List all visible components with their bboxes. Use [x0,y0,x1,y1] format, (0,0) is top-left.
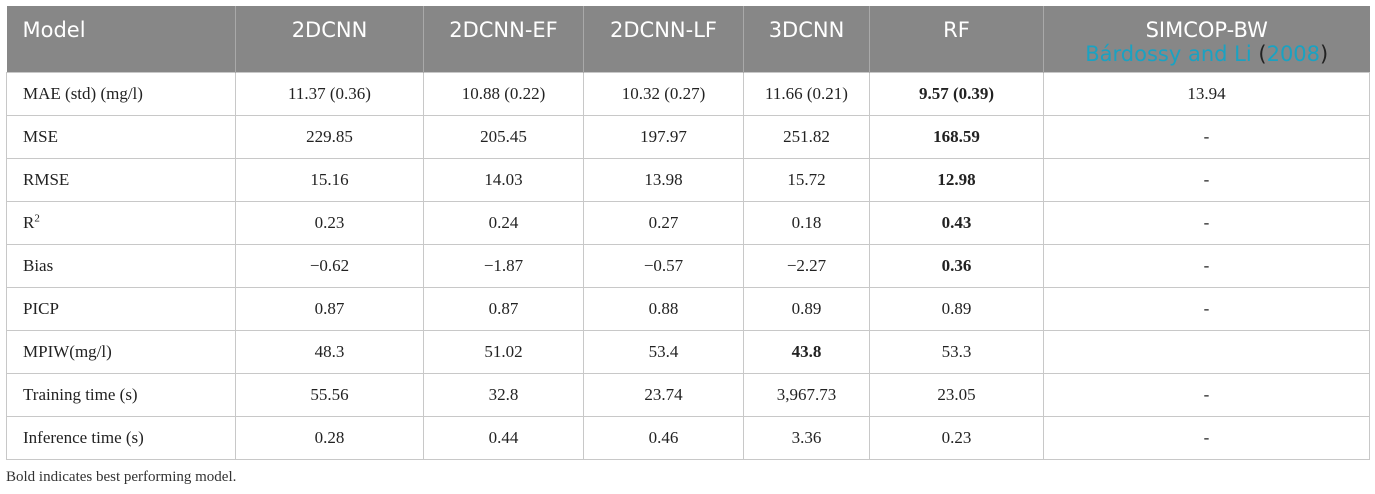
table-cell [1043,330,1370,374]
row-label-text: R [23,213,35,232]
table-cell: 53.4 [583,330,744,374]
table-row: MPIW(mg/l) 48.3 51.02 53.4 43.8 53.3 [6,330,1370,374]
table-cell: 10.88 (0.22) [423,72,584,116]
table-cell: 197.97 [583,115,744,159]
table-cell-best: 168.59 [869,115,1044,159]
table-cell: 0.44 [423,416,584,460]
header-simcop-bw: SIMCOP-BW Bárdossy and Li (2008) [1043,6,1370,73]
row-label: RMSE [6,158,236,202]
table-row: RMSE 15.16 14.03 13.98 15.72 12.98 - [6,158,1370,202]
table-cell: 23.05 [869,373,1044,417]
table-cell: 3,967.73 [743,373,870,417]
table-cell: 3.36 [743,416,870,460]
table-cell: - [1043,115,1370,159]
table-cell: 15.72 [743,158,870,202]
header-2dcnn-ef-label: 2DCNN-EF [449,18,558,42]
table-cell: 53.3 [869,330,1044,374]
table-cell: 11.66 (0.21) [743,72,870,116]
table-row: MAE (std) (mg/l) 11.37 (0.36) 10.88 (0.2… [6,72,1370,116]
header-model-label: Model [22,18,86,42]
table-cell: 0.89 [869,287,1044,331]
table-row: Inference time (s) 0.28 0.44 0.46 3.36 0… [6,416,1370,460]
citation-close-paren: ) [1320,42,1329,66]
row-label: MPIW(mg/l) [6,330,236,374]
table-cell: 0.88 [583,287,744,331]
table-cell: 0.23 [235,201,424,245]
table-cell: 0.28 [235,416,424,460]
table-cell-best: 43.8 [743,330,870,374]
table-cell-best: 9.57 (0.39) [869,72,1044,116]
table-cell: 14.03 [423,158,584,202]
table-cell: 13.94 [1043,72,1370,116]
header-simcop-bw-label: SIMCOP-BW [1145,18,1268,42]
table-cell: 0.87 [235,287,424,331]
table-cell: 0.46 [583,416,744,460]
table-cell: 0.89 [743,287,870,331]
table-cell: - [1043,201,1370,245]
header-simcop-citation: Bárdossy and Li (2008) [1044,42,1370,66]
table-cell: - [1043,373,1370,417]
table-cell: −0.57 [583,244,744,288]
table-cell: - [1043,416,1370,460]
table-cell: 32.8 [423,373,584,417]
table-cell-best: 0.36 [869,244,1044,288]
citation-authors-link[interactable]: Bárdossy and Li [1085,42,1252,66]
row-label: MSE [6,115,236,159]
citation-open-paren: ( [1258,42,1267,66]
table-cell: - [1043,158,1370,202]
table-cell: 0.23 [869,416,1044,460]
table-row: Bias −0.62 −1.87 −0.57 −2.27 0.36 - [6,244,1370,288]
table-cell: 0.24 [423,201,584,245]
table-cell-best: 12.98 [869,158,1044,202]
table-cell: 51.02 [423,330,584,374]
table-cell: 10.32 (0.27) [583,72,744,116]
table-cell: 11.37 (0.36) [235,72,424,116]
row-label-superscript: 2 [34,212,40,225]
table-cell: 15.16 [235,158,424,202]
row-label: R2 [6,201,236,245]
results-table-container: Model 2DCNN 2DCNN-EF 2DCNN-LF 3DCNN RF S… [6,6,1370,460]
table-cell: 229.85 [235,115,424,159]
citation-year-link[interactable]: 2008 [1266,42,1321,66]
header-2dcnn-lf: 2DCNN-LF [583,6,744,73]
table-header: Model 2DCNN 2DCNN-EF 2DCNN-LF 3DCNN RF S… [6,6,1370,73]
table-cell: −0.62 [235,244,424,288]
header-2dcnn-lf-label: 2DCNN-LF [610,18,717,42]
table-row: PICP 0.87 0.87 0.88 0.89 0.89 - [6,287,1370,331]
table-cell: 0.18 [743,201,870,245]
table-cell: 23.74 [583,373,744,417]
table-footnote: Bold indicates best performing model. [6,469,237,485]
row-label: Bias [6,244,236,288]
table-cell-best: 0.43 [869,201,1044,245]
table-row: R2 0.23 0.24 0.27 0.18 0.43 - [6,201,1370,245]
header-3dcnn: 3DCNN [743,6,870,73]
header-rf: RF [869,6,1044,73]
table-cell: 0.27 [583,201,744,245]
row-label: Training time (s) [6,373,236,417]
row-label: MAE (std) (mg/l) [6,72,236,116]
table-cell: 48.3 [235,330,424,374]
header-2dcnn-ef: 2DCNN-EF [423,6,584,73]
table-cell: −1.87 [423,244,584,288]
table-cell: −2.27 [743,244,870,288]
table-cell: 0.87 [423,287,584,331]
table-cell: 205.45 [423,115,584,159]
results-table: Model 2DCNN 2DCNN-EF 2DCNN-LF 3DCNN RF S… [6,6,1370,460]
row-label: Inference time (s) [6,416,236,460]
table-cell: 251.82 [743,115,870,159]
header-2dcnn-label: 2DCNN [291,18,368,42]
table-cell: - [1043,287,1370,331]
table-row: MSE 229.85 205.45 197.97 251.82 168.59 - [6,115,1370,159]
table-body: MAE (std) (mg/l) 11.37 (0.36) 10.88 (0.2… [6,72,1370,460]
table-row: Training time (s) 55.56 32.8 23.74 3,967… [6,373,1370,417]
header-row: Model 2DCNN 2DCNN-EF 2DCNN-LF 3DCNN RF S… [6,6,1370,73]
header-2dcnn: 2DCNN [235,6,424,73]
row-label: PICP [6,287,236,331]
table-cell: - [1043,244,1370,288]
header-rf-label: RF [943,18,970,42]
table-cell: 55.56 [235,373,424,417]
table-cell: 13.98 [583,158,744,202]
header-model: Model [6,6,236,73]
header-3dcnn-label: 3DCNN [768,18,845,42]
